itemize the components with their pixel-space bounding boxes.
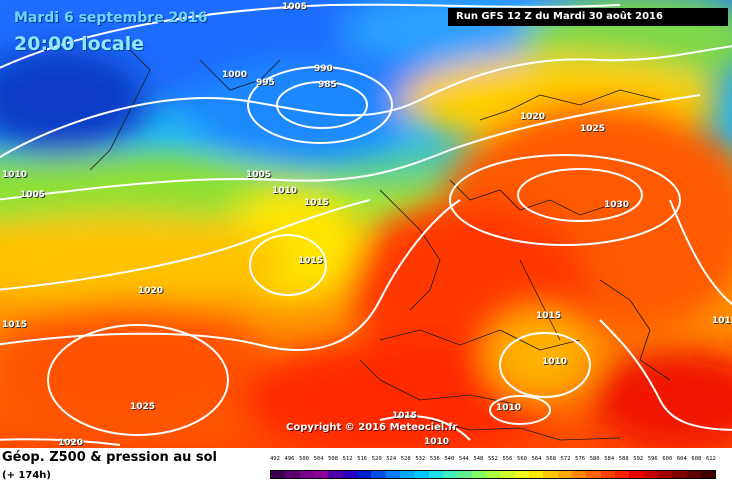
valid-time: 20:00 locale <box>14 33 145 55</box>
scale-tick-label: 560 <box>517 456 527 462</box>
scale-swatch <box>271 471 286 478</box>
scale-swatch <box>342 471 357 478</box>
scale-swatch <box>371 471 386 478</box>
isobar-label: 1015 <box>298 256 324 266</box>
isobar-label: 1010 <box>496 403 522 413</box>
isobar-label: 1020 <box>520 112 546 122</box>
scale-tick-label: 536 <box>429 456 440 462</box>
scale-tick-label: 592 <box>633 456 644 462</box>
scale-swatch <box>299 471 314 478</box>
scale-swatch <box>471 471 486 478</box>
scale-swatch <box>686 471 701 478</box>
copyright-text: Copyright © 2016 Meteociel.fr <box>286 422 458 433</box>
scale-swatch <box>614 471 630 478</box>
scale-tick-label: 544 <box>458 456 469 462</box>
scale-tick-label: 548 <box>473 456 484 462</box>
isobar-label: 1005 <box>246 170 272 180</box>
scale-tick-label: 524 <box>386 456 397 462</box>
scale-tick-label: 552 <box>487 456 498 462</box>
scale-tick-label: 512 <box>342 456 353 462</box>
scale-swatch <box>514 471 529 478</box>
scale-swatch <box>700 471 716 478</box>
valid-date: Mardi 6 septembre 2016 <box>14 10 208 26</box>
isobar-label: 1015 <box>536 311 562 321</box>
scale-tick-label: 556 <box>502 456 513 462</box>
scale-tick-label: 516 <box>357 456 368 462</box>
scale-tick-label: 500 <box>299 456 309 462</box>
lead-time: (+ 174h) <box>2 470 51 481</box>
product-title: Géop. Z500 & pression au sol <box>2 450 217 465</box>
scale-swatch <box>643 471 658 478</box>
geopotential-field <box>0 0 732 448</box>
run-info: Run GFS 12 Z du Mardi 30 août 2016 <box>448 8 728 26</box>
scale-swatch <box>557 471 572 478</box>
isobar-label: 1025 <box>130 402 156 412</box>
scale-tick-label: 584 <box>604 456 615 462</box>
scale-swatch <box>313 471 329 478</box>
scale-tick-label: 612 <box>705 456 716 462</box>
scale-swatch <box>457 471 472 478</box>
scale-tick-label: 580 <box>589 456 600 462</box>
isobar-label: 1010 <box>542 357 568 367</box>
isobar-label: 1015 <box>712 316 732 326</box>
isobar-label: 1030 <box>604 200 630 210</box>
scale-swatch <box>442 471 458 478</box>
scale-tick-label: 576 <box>575 456 586 462</box>
scale-swatch <box>328 471 343 478</box>
scale-tick-label: 608 <box>691 456 702 462</box>
scale-swatch <box>672 471 687 478</box>
color-scale <box>270 470 716 479</box>
scale-swatch <box>571 471 587 478</box>
isobar-label: 1010 <box>272 186 298 196</box>
scale-tick-label: 496 <box>284 456 295 462</box>
isobar-label: 1010 <box>2 170 28 180</box>
isobar-label: 1005 <box>282 2 308 12</box>
scale-swatch <box>500 471 515 478</box>
scale-tick-label: 492 <box>270 456 280 462</box>
coastlines <box>89 39 671 441</box>
scale-swatch <box>428 471 443 478</box>
isobar-label: 1025 <box>580 124 606 134</box>
scale-tick-label: 600 <box>662 456 673 462</box>
isobar-label: 1010 <box>424 437 450 447</box>
scale-tick-label: 540 <box>444 456 455 462</box>
isobar-label: 1020 <box>58 438 84 448</box>
scale-swatch <box>285 471 300 478</box>
isobar-label: 1020 <box>138 286 164 296</box>
scale-swatch <box>629 471 644 478</box>
isobar-label: 1015 <box>2 320 28 330</box>
scale-tick-label: 596 <box>647 456 658 462</box>
isobar-label: 1005 <box>20 190 46 200</box>
isobar-label: 985 <box>318 80 337 90</box>
weather-map: Mardi 6 septembre 2016 20:00 locale Run … <box>0 0 732 448</box>
scale-swatch <box>485 471 501 478</box>
scale-tick-label: 604 <box>676 456 687 462</box>
scale-swatch <box>600 471 615 478</box>
isobar-label: 1015 <box>392 411 418 421</box>
scale-swatch <box>586 471 601 478</box>
isobar-label: 995 <box>256 78 275 88</box>
scale-tick-label: 532 <box>415 456 426 462</box>
isobar-label: 990 <box>314 64 333 74</box>
scale-swatch <box>385 471 400 478</box>
scale-labels: 492 496 500 504 508 512 516 520 524 528 532 536 540 5… <box>270 456 716 462</box>
scale-swatch <box>657 471 673 478</box>
isobars <box>0 3 732 446</box>
scale-tick-label: 588 <box>618 456 629 462</box>
isobar-label: 1015 <box>304 198 330 208</box>
isobar-label: 1000 <box>222 70 248 80</box>
legend-bar: Géop. Z500 & pression au sol (+ 174h) 49… <box>0 448 732 488</box>
scale-tick-label: 564 <box>531 456 542 462</box>
scale-tick-label: 504 <box>313 456 324 462</box>
scale-tick-label: 508 <box>328 456 339 462</box>
scale-swatch <box>543 471 558 478</box>
scale-tick-label: 572 <box>560 456 571 462</box>
scale-tick-label: 520 <box>371 456 382 462</box>
scale-swatch <box>356 471 372 478</box>
scale-swatch <box>414 471 429 478</box>
scale-swatch <box>528 471 544 478</box>
scale-tick-label: 568 <box>546 456 557 462</box>
scale-swatch <box>399 471 415 478</box>
scale-tick-label: 528 <box>400 456 411 462</box>
